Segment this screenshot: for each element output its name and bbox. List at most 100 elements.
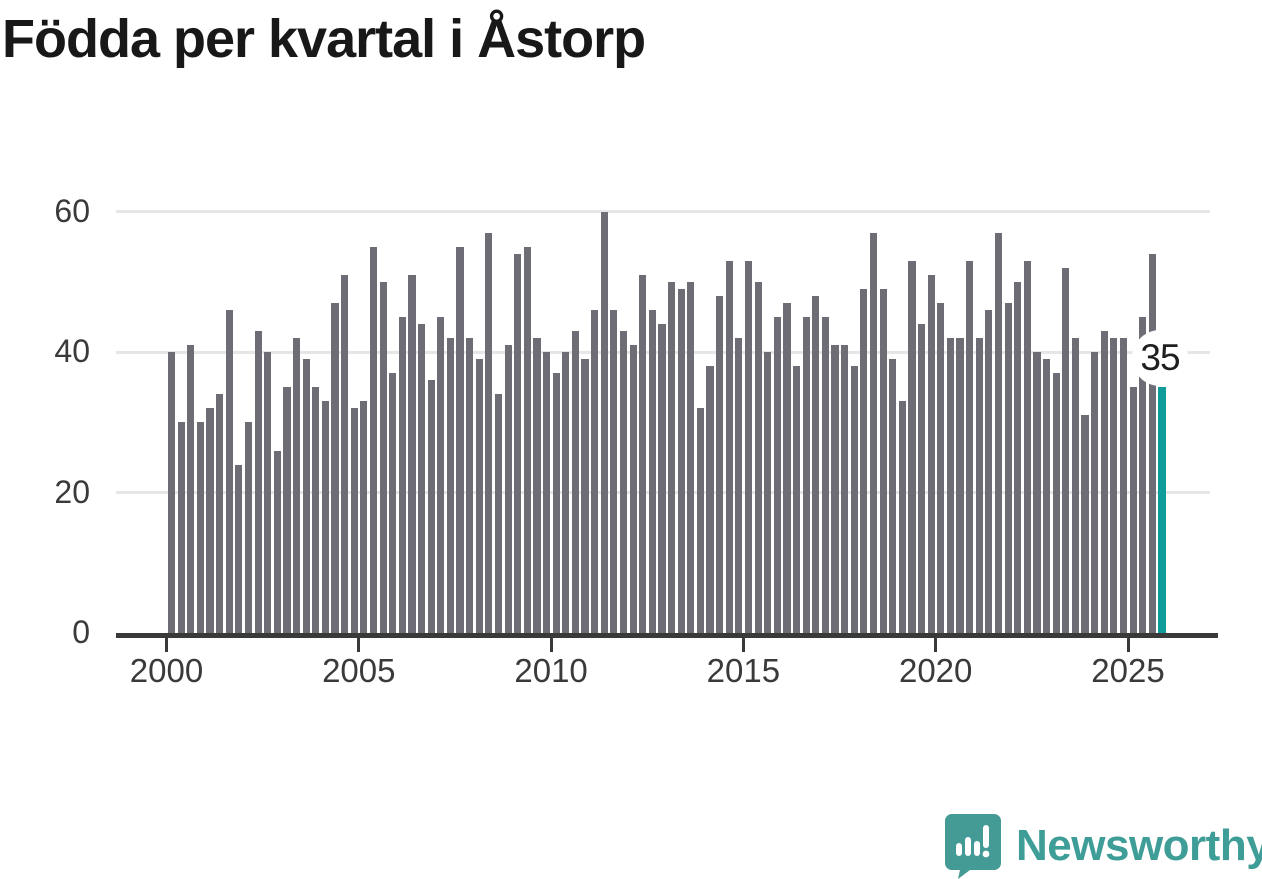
x-tick-mark bbox=[549, 638, 553, 652]
bar bbox=[667, 282, 676, 633]
bar bbox=[1129, 387, 1137, 633]
x-tick-label: 2025 bbox=[1091, 652, 1165, 689]
bar bbox=[273, 450, 281, 633]
y-tick-label: 40 bbox=[54, 333, 90, 370]
bar bbox=[1014, 282, 1022, 633]
bar bbox=[466, 338, 474, 633]
bar bbox=[369, 247, 378, 633]
bar bbox=[494, 394, 503, 633]
bar bbox=[610, 310, 618, 633]
bar bbox=[446, 338, 455, 633]
bar bbox=[1100, 331, 1108, 633]
bar bbox=[956, 338, 964, 633]
bar bbox=[235, 464, 243, 633]
bar bbox=[975, 338, 983, 633]
bar bbox=[744, 261, 753, 633]
x-tick-mark bbox=[165, 638, 168, 652]
bar bbox=[437, 317, 445, 633]
x-tick-label: 2020 bbox=[898, 652, 973, 689]
newsworthy-logo: Newsworthy bbox=[944, 813, 1262, 879]
bar bbox=[1042, 359, 1051, 633]
bar bbox=[292, 338, 301, 633]
x-tick-label: 2010 bbox=[514, 652, 588, 689]
bar bbox=[571, 331, 580, 633]
bar bbox=[946, 338, 954, 633]
y-tick-label: 0 bbox=[72, 614, 90, 650]
bar bbox=[341, 275, 349, 633]
bar bbox=[850, 366, 858, 633]
bar bbox=[331, 303, 339, 633]
bar bbox=[552, 373, 560, 633]
bar bbox=[889, 359, 897, 633]
bar bbox=[196, 422, 205, 633]
bar bbox=[898, 401, 906, 633]
bar bbox=[244, 422, 253, 633]
bar bbox=[389, 373, 397, 633]
bar bbox=[639, 275, 647, 633]
bar bbox=[937, 303, 945, 633]
bar bbox=[725, 261, 733, 633]
value-annotation: 35 bbox=[1132, 330, 1188, 386]
bar bbox=[591, 310, 599, 633]
bar bbox=[687, 282, 695, 633]
bar bbox=[658, 324, 666, 633]
bar bbox=[254, 331, 262, 633]
bar bbox=[783, 303, 791, 633]
bar bbox=[773, 317, 781, 633]
bar bbox=[619, 331, 628, 633]
bar bbox=[812, 296, 820, 633]
bar bbox=[302, 359, 310, 633]
bar bbox=[514, 254, 522, 633]
bar bbox=[696, 408, 704, 633]
newsworthy-logo-icon bbox=[945, 814, 1001, 879]
bar bbox=[908, 261, 916, 633]
bar bbox=[225, 310, 233, 633]
x-tick-label: 2015 bbox=[706, 652, 781, 689]
y-tick-label: 60 bbox=[54, 192, 90, 229]
bar bbox=[927, 275, 935, 633]
bar bbox=[648, 310, 656, 633]
bar bbox=[1139, 317, 1147, 633]
bar bbox=[485, 233, 493, 633]
bar bbox=[427, 380, 435, 633]
bar bbox=[677, 289, 685, 633]
bar bbox=[1091, 352, 1099, 633]
bar bbox=[581, 359, 589, 633]
bar bbox=[600, 211, 608, 633]
bar bbox=[187, 345, 195, 633]
bar bbox=[716, 296, 724, 633]
chart-title: Födda per kvartal i Åstorp bbox=[2, 9, 646, 69]
x-tick-mark bbox=[741, 638, 745, 652]
bar bbox=[860, 289, 868, 633]
bar bbox=[408, 275, 416, 633]
bar bbox=[879, 289, 887, 633]
bar bbox=[764, 352, 772, 633]
bar bbox=[216, 394, 224, 633]
bar bbox=[629, 345, 637, 633]
bar bbox=[321, 401, 330, 633]
bar bbox=[542, 352, 551, 633]
bar bbox=[792, 366, 801, 633]
bar bbox=[1004, 303, 1012, 633]
bar bbox=[1033, 352, 1041, 633]
bar bbox=[533, 338, 541, 633]
bar bbox=[985, 310, 993, 633]
bar bbox=[831, 345, 839, 633]
bar bbox=[264, 352, 272, 633]
bar bbox=[869, 233, 878, 633]
bar bbox=[1052, 373, 1060, 633]
bar bbox=[1110, 338, 1118, 633]
bar bbox=[841, 345, 849, 633]
bar bbox=[350, 408, 358, 633]
x-tick-mark bbox=[934, 638, 938, 652]
bar bbox=[1071, 338, 1079, 633]
x-tick-label: 2005 bbox=[322, 652, 396, 689]
grid-line-y60 bbox=[116, 210, 1210, 214]
bar bbox=[360, 401, 368, 633]
bar bbox=[206, 408, 214, 633]
bar bbox=[994, 233, 1003, 633]
y-tick-label: 20 bbox=[54, 473, 90, 510]
bar bbox=[417, 324, 426, 633]
bar bbox=[562, 352, 570, 633]
